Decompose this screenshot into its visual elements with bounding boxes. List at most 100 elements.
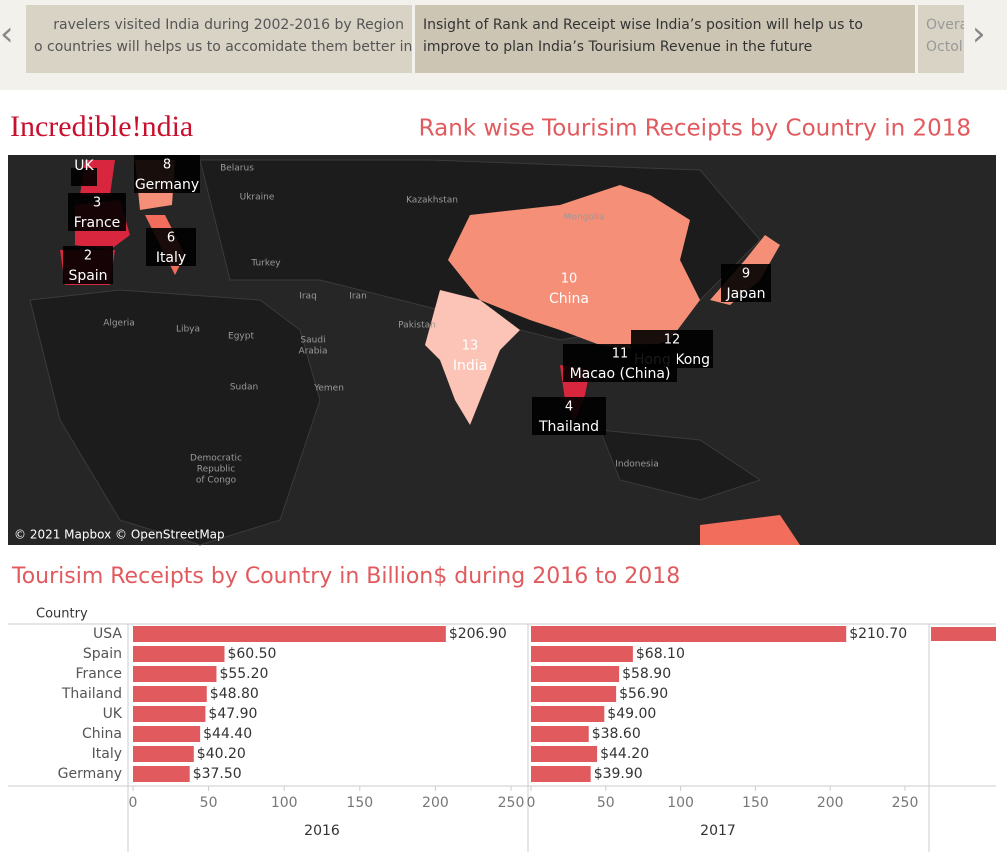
bar [133,646,225,662]
x-tick-label: 50 [200,795,218,811]
label-bg [71,168,97,186]
category-label: Germany [58,766,122,782]
rank-label: 2 [84,249,92,264]
rank-label: 11 [612,347,629,362]
value-label: $56.90 [619,686,668,702]
place-label: Indonesia [615,460,659,470]
place-label: Ukraine [240,193,275,203]
category-label: China [82,726,122,742]
story-text: o countries will helps us to accomidate … [34,39,412,55]
bar [531,766,591,782]
value-label: $40.20 [197,746,246,762]
rank-label: 4 [565,400,573,415]
value-label: $37.50 [193,766,242,782]
value-label: $47.90 [208,706,257,722]
bar [531,626,847,642]
bar [133,686,207,702]
place-label: Saudi [300,336,325,346]
bar [133,726,201,742]
x-tick-label: 250 [892,795,919,811]
label-bg [532,397,606,435]
category-label: Italy [92,746,122,762]
x-tick-label: 150 [742,795,769,811]
bar [133,706,206,722]
panel-label: 2017 [700,823,736,839]
value-label: $55.20 [219,666,268,682]
place-label: Pakistan [398,321,436,331]
value-label: $58.90 [622,666,671,682]
place-label: Turkey [250,259,281,269]
story-text: Insight of Rank and Receipt wise India’s… [423,17,863,33]
x-tick-label: 100 [271,795,298,811]
bar [531,686,617,702]
label-bg [563,344,677,382]
label-bg [721,264,771,302]
rank-label: 8 [163,158,171,173]
place-label: Kazakhstan [406,196,458,206]
category-label: France [75,666,122,682]
country-label: India [453,358,487,374]
country-label: UK [74,158,94,174]
rank-label: 13 [462,339,479,354]
label-bg [68,193,126,231]
label-bg [134,155,200,193]
story-text: ravelers visited India during 2002-2016 … [53,17,404,33]
story-point[interactable]: Overa Octol [918,5,964,73]
place-label: Mongolia [564,213,605,223]
place-label: Iran [349,292,367,302]
country-label: Macao (China) [570,366,671,382]
place-label: Egypt [228,332,254,342]
rank-label: 9 [742,267,750,282]
value-label: $210.70 [849,626,907,642]
bar [133,746,194,762]
label-bg [63,246,113,284]
x-tick-label: 150 [346,795,373,811]
bar [531,706,605,722]
clipped-panel [931,627,996,641]
country-label: China [549,291,589,307]
place-label: Democratic [190,454,242,464]
label-bg [146,228,196,266]
category-header: Country [36,607,88,622]
country-label: Italy [156,250,186,266]
map-title: Rank wise Tourisim Receipts by Country i… [419,116,971,142]
bar [133,666,217,682]
category-label: USA [93,626,122,642]
country-label: Japan [725,286,765,302]
country-label: Germany [135,177,199,193]
country-label: France [74,215,121,231]
rank-label: 12 [664,333,681,348]
logo: Incredible!ndia [10,110,193,143]
value-label: $39.90 [594,766,643,782]
rank-label: 10 [561,272,578,287]
x-tick-label: 0 [129,795,138,811]
story-point[interactable]: Insight of Rank and Receipt wise India’s… [415,5,915,73]
bar [531,726,589,742]
chart-title: Tourisim Receipts by Country in Billion$… [11,564,680,589]
category-label: Spain [83,646,122,662]
panel-label: 2016 [304,823,340,839]
bar [531,666,620,682]
place-label: Libya [176,325,200,335]
next-arrow[interactable]: › [972,14,986,54]
prev-arrow[interactable]: ‹ [0,14,14,54]
bar [133,626,446,642]
place-label: Sudan [230,383,258,393]
place-label: Arabia [298,347,327,357]
category-label: Thailand [61,686,122,702]
x-tick-label: 0 [527,795,536,811]
place-label: Belarus [220,164,254,174]
rank-label: 3 [93,196,101,211]
category-label: UK [103,706,123,722]
place-label: Republic [197,465,236,475]
value-label: $44.40 [203,726,252,742]
story-nav: ravelers visited India during 2002-2016 … [0,0,1007,90]
x-tick-label: 100 [667,795,694,811]
value-label: $60.50 [227,646,276,662]
x-tick-label: 250 [498,795,525,811]
value-label: $38.60 [592,726,641,742]
bar [133,766,190,782]
story-text: improve to plan India’s Tourisium Revenu… [423,39,813,55]
story-point[interactable]: ravelers visited India during 2002-2016 … [26,5,412,73]
